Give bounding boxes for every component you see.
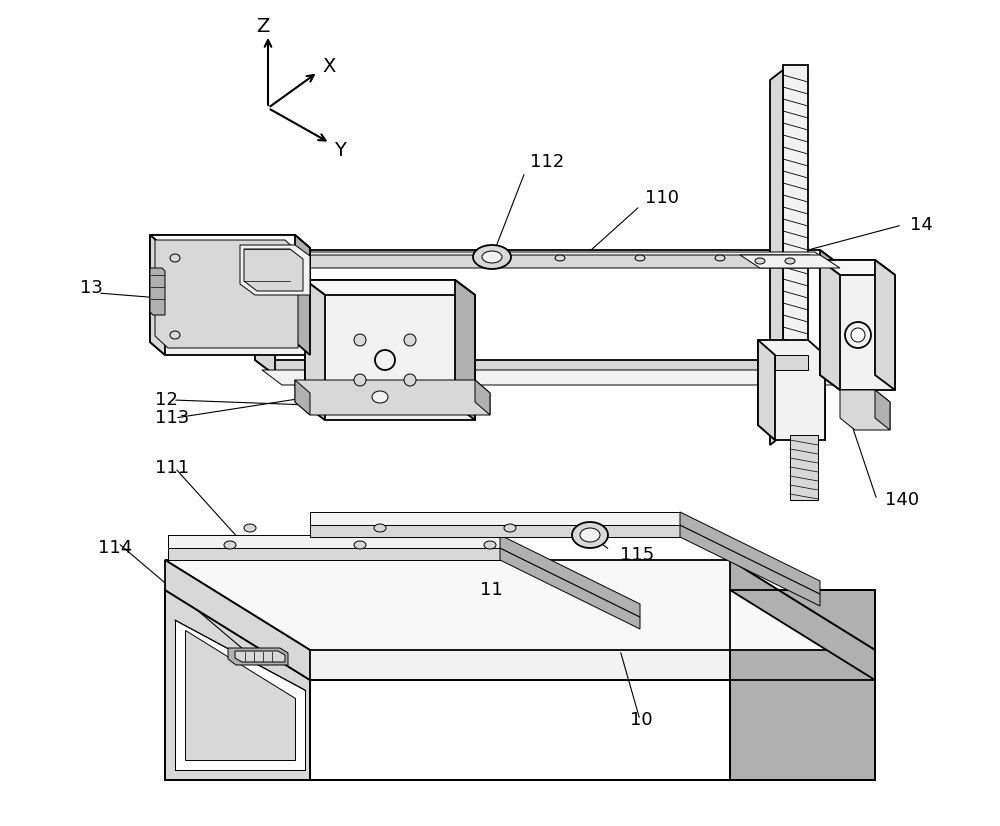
Ellipse shape	[224, 541, 236, 549]
Polygon shape	[475, 380, 490, 415]
Text: 12: 12	[155, 391, 178, 409]
Polygon shape	[820, 260, 895, 390]
Text: 140: 140	[885, 491, 919, 509]
Polygon shape	[500, 548, 640, 629]
Polygon shape	[840, 390, 890, 430]
Ellipse shape	[482, 251, 502, 263]
Ellipse shape	[170, 331, 180, 339]
Ellipse shape	[785, 258, 795, 264]
Ellipse shape	[170, 254, 180, 262]
Polygon shape	[875, 390, 890, 430]
Polygon shape	[150, 235, 310, 355]
Polygon shape	[255, 250, 840, 265]
Polygon shape	[820, 260, 895, 275]
Polygon shape	[168, 548, 500, 560]
Polygon shape	[455, 280, 475, 420]
Ellipse shape	[374, 524, 386, 532]
Ellipse shape	[504, 524, 516, 532]
Ellipse shape	[354, 541, 366, 549]
Polygon shape	[262, 252, 835, 267]
Text: 114: 114	[98, 539, 132, 557]
Polygon shape	[305, 280, 475, 420]
Polygon shape	[295, 235, 310, 355]
Polygon shape	[680, 512, 820, 594]
Polygon shape	[875, 260, 895, 390]
Polygon shape	[758, 340, 825, 440]
Text: 115: 115	[620, 546, 654, 564]
Polygon shape	[255, 360, 840, 375]
Ellipse shape	[484, 541, 496, 549]
Polygon shape	[150, 235, 310, 248]
Polygon shape	[255, 250, 275, 375]
Text: 111: 111	[155, 459, 189, 477]
Polygon shape	[500, 535, 640, 617]
Polygon shape	[150, 268, 165, 315]
Polygon shape	[820, 250, 840, 375]
Text: 10: 10	[630, 711, 653, 729]
Polygon shape	[240, 245, 310, 295]
Polygon shape	[165, 560, 875, 650]
Polygon shape	[758, 340, 775, 440]
Polygon shape	[268, 255, 828, 268]
Ellipse shape	[244, 524, 256, 532]
Polygon shape	[770, 70, 783, 445]
Polygon shape	[150, 235, 165, 355]
Text: 113: 113	[155, 409, 189, 427]
Text: Z: Z	[256, 17, 269, 36]
Text: Y: Y	[334, 141, 346, 160]
Ellipse shape	[404, 374, 416, 386]
Polygon shape	[168, 535, 500, 548]
Polygon shape	[295, 380, 310, 415]
Text: 13: 13	[80, 279, 103, 297]
Ellipse shape	[851, 328, 865, 342]
Ellipse shape	[404, 334, 416, 346]
Ellipse shape	[555, 255, 565, 261]
Polygon shape	[305, 280, 325, 420]
Polygon shape	[185, 630, 295, 760]
Polygon shape	[310, 512, 680, 525]
Ellipse shape	[354, 334, 366, 346]
Polygon shape	[295, 380, 490, 415]
Ellipse shape	[354, 374, 366, 386]
Text: 112: 112	[530, 153, 564, 171]
Ellipse shape	[755, 258, 765, 264]
Polygon shape	[310, 525, 680, 537]
Text: 14: 14	[910, 216, 933, 234]
Polygon shape	[255, 265, 275, 360]
Polygon shape	[165, 560, 310, 680]
Polygon shape	[790, 435, 818, 500]
Ellipse shape	[580, 528, 600, 542]
Text: X: X	[322, 56, 335, 75]
Polygon shape	[820, 260, 840, 390]
Polygon shape	[783, 65, 808, 435]
Polygon shape	[305, 280, 475, 295]
Ellipse shape	[475, 255, 485, 261]
Polygon shape	[730, 590, 875, 780]
Ellipse shape	[375, 350, 395, 370]
Polygon shape	[262, 370, 835, 385]
Ellipse shape	[715, 255, 725, 261]
Ellipse shape	[635, 255, 645, 261]
Polygon shape	[165, 590, 875, 680]
Polygon shape	[228, 648, 288, 665]
Ellipse shape	[572, 522, 608, 548]
Polygon shape	[155, 240, 298, 348]
Polygon shape	[740, 255, 840, 268]
Text: 11: 11	[480, 581, 503, 599]
Polygon shape	[165, 590, 310, 780]
Ellipse shape	[372, 391, 388, 403]
Polygon shape	[680, 525, 820, 606]
Polygon shape	[244, 249, 303, 291]
Polygon shape	[175, 620, 305, 770]
Ellipse shape	[473, 245, 511, 269]
Text: 110: 110	[645, 189, 679, 207]
Polygon shape	[235, 651, 285, 662]
Polygon shape	[730, 560, 875, 680]
Polygon shape	[775, 355, 808, 370]
Ellipse shape	[845, 322, 871, 348]
